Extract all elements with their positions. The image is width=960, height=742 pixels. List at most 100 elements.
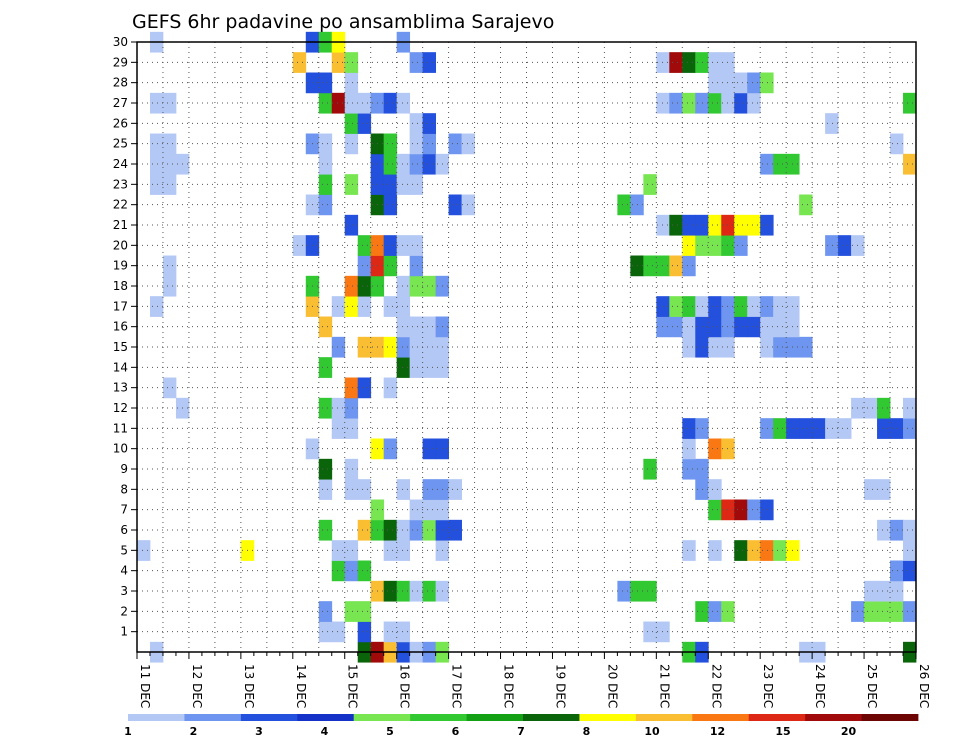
- heatmap-cell: [344, 275, 359, 297]
- heatmap-cell: [357, 235, 372, 256]
- heatmap-cell: [877, 397, 891, 419]
- heatmap-cell: [903, 153, 917, 175]
- heatmap-cell: [734, 296, 748, 317]
- heatmap-cell: [747, 92, 761, 114]
- x-tick-label: 14 DEC: [294, 664, 308, 708]
- heatmap-cell: [357, 296, 372, 317]
- heatmap-cell: [825, 418, 839, 439]
- heatmap-cell: [357, 336, 372, 358]
- heatmap-cell: [162, 153, 177, 175]
- heatmap-cell: [357, 621, 372, 643]
- heatmap-cell: [695, 336, 709, 358]
- color-legend: 1 2 3 4 5 6 7 8 10 12 15 20: [124, 714, 919, 738]
- heatmap-cell: [708, 540, 722, 561]
- heatmap-cell: [708, 235, 722, 256]
- heatmap-cell: [760, 296, 774, 317]
- legend-label: 7: [517, 725, 525, 738]
- heatmap-cell: [760, 336, 774, 358]
- heatmap-cell: [331, 621, 346, 643]
- x-tick-label: 12 DEC: [190, 664, 204, 708]
- heatmap-cell: [760, 316, 774, 338]
- heatmap-cell: [669, 92, 683, 114]
- heatmap-cell: [422, 438, 437, 460]
- heatmap-cell: [396, 92, 411, 114]
- heatmap-cell: [422, 519, 437, 541]
- y-tick-label: 13: [113, 381, 128, 395]
- heatmap-cell: [734, 540, 748, 561]
- legend-label: 4: [321, 725, 329, 738]
- heatmap-cell: [344, 479, 359, 500]
- x-tick-label: 22 DEC: [709, 664, 723, 708]
- heatmap-cell: [357, 113, 372, 134]
- heatmap-cell: [331, 418, 346, 439]
- legend-label: 6: [452, 725, 460, 738]
- heatmap-cell: [903, 418, 917, 439]
- heatmap-cell: [903, 519, 917, 541]
- x-tick-label: 15 DEC: [346, 664, 360, 708]
- y-tick-label: 1: [120, 625, 128, 639]
- y-tick-label: 18: [113, 279, 128, 293]
- heatmap-cell: [383, 174, 398, 195]
- heatmap-cell: [318, 194, 333, 216]
- heatmap-cell: [331, 296, 346, 317]
- heatmap-cell: [344, 458, 359, 480]
- heatmap-cell: [149, 133, 164, 155]
- heatmap-cell: [396, 296, 411, 317]
- heatmap-cell: [149, 92, 164, 114]
- legend-swatch: [184, 714, 242, 721]
- heatmap-cell: [383, 92, 398, 114]
- heatmap-cell: [773, 336, 787, 358]
- heatmap-cell: [695, 458, 709, 480]
- legend-swatch: [748, 714, 806, 721]
- y-tick-label: 27: [113, 96, 128, 110]
- heatmap-cell: [747, 214, 761, 236]
- y-tick-label: 9: [120, 462, 128, 476]
- heatmap-cell: [656, 255, 670, 277]
- heatmap-cell: [383, 438, 398, 460]
- heatmap-cell: [734, 316, 748, 338]
- heatmap-cell: [656, 316, 670, 338]
- heatmap-cell: [643, 580, 657, 602]
- heatmap-cell: [422, 336, 437, 358]
- heatmap-cell: [890, 133, 904, 155]
- heatmap-cell: [695, 296, 709, 317]
- heatmap-cell: [396, 275, 411, 297]
- heatmap-cell: [656, 621, 670, 643]
- heatmap-cell: [344, 214, 359, 236]
- heatmap-cell: [292, 235, 307, 256]
- heatmap-cell: [357, 275, 372, 297]
- heatmap-cell: [162, 92, 177, 114]
- heatmap-cell: [396, 621, 411, 643]
- heatmap-cell: [812, 418, 826, 439]
- heatmap-cell: [383, 336, 398, 358]
- legend-label: 8: [583, 725, 591, 738]
- heatmap-cell: [617, 580, 631, 602]
- heatmap-cell: [708, 438, 722, 460]
- heatmap-cell: [695, 92, 709, 114]
- legend-swatch: [410, 714, 467, 721]
- heatmap-cell: [318, 621, 333, 643]
- heatmap-cell: [760, 499, 774, 521]
- heatmap-cell: [877, 580, 891, 602]
- heatmap-cell: [422, 580, 437, 602]
- heatmap-cell: [903, 92, 917, 114]
- heatmap-cell: [682, 540, 696, 561]
- heatmap-cell: [409, 133, 424, 155]
- x-tick-label: 21 DEC: [657, 664, 671, 708]
- heatmap-cell: [708, 72, 722, 94]
- heatmap-cell: [734, 214, 748, 236]
- heatmap-cell: [890, 560, 904, 582]
- heatmap-cell: [383, 235, 398, 256]
- heatmap-cell: [422, 479, 437, 500]
- heatmap-cell: [903, 540, 917, 561]
- heatmap-cell: [877, 519, 891, 541]
- heatmap-cell: [760, 72, 774, 94]
- heatmap-cell: [903, 601, 917, 622]
- y-tick-label: 10: [113, 442, 128, 456]
- heatmap-cell: [695, 479, 709, 500]
- heatmap-cell: [344, 72, 359, 94]
- heatmap-cell: [331, 336, 346, 358]
- y-tick-label: 14: [113, 360, 128, 374]
- heatmap-cell: [318, 174, 333, 195]
- y-tick-label: 11: [113, 421, 128, 435]
